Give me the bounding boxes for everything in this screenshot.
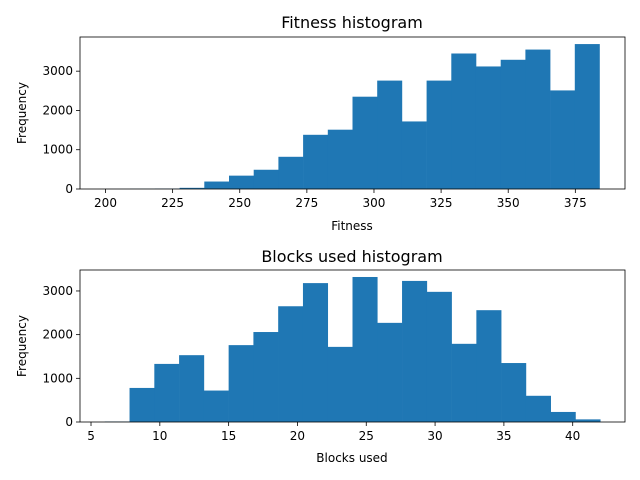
y-tick-label: 0: [65, 182, 73, 196]
histogram-bar: [525, 49, 551, 189]
histogram-bar: [154, 363, 180, 422]
x-axis-label: Blocks used: [316, 451, 387, 465]
y-tick-label: 1000: [42, 143, 73, 157]
histogram-bar: [476, 310, 502, 422]
histogram-bar: [253, 169, 279, 189]
y-tick-label: 1000: [42, 371, 73, 385]
x-axis-label: Fitness: [331, 219, 373, 233]
chart-title: Fitness histogram: [281, 13, 423, 32]
x-ticks: 200 225 250 275 300 325 350 375: [94, 189, 587, 210]
histogram-bar: [327, 129, 353, 189]
y-tick-label: 2000: [42, 103, 73, 117]
histogram-bar: [179, 187, 205, 189]
x-tick-label: 225: [161, 196, 184, 210]
x-tick-label: 350: [497, 196, 520, 210]
y-ticks: 0 1000 2000 3000: [42, 64, 80, 196]
x-tick-label: 250: [228, 196, 251, 210]
y-ticks: 0 1000 2000 3000: [42, 284, 80, 429]
histogram-bar: [179, 355, 205, 422]
histogram-bar: [352, 96, 378, 189]
histogram-bar: [402, 280, 428, 422]
x-tick-label: 200: [94, 196, 117, 210]
histogram-bar: [327, 346, 353, 422]
histogram-bar: [253, 332, 279, 422]
histogram-bar: [352, 276, 378, 422]
y-tick-label: 0: [65, 415, 73, 429]
histogram-bar: [278, 306, 304, 422]
y-tick-label: 2000: [42, 328, 73, 342]
x-tick-label: 375: [564, 196, 587, 210]
y-tick-label: 3000: [42, 284, 73, 298]
histogram-bar: [377, 80, 403, 189]
y-axis-label: Frequency: [15, 82, 29, 144]
histogram-bar: [229, 175, 255, 189]
x-tick-label: 35: [496, 429, 511, 443]
histogram-bar: [426, 291, 452, 422]
x-tick-label: 20: [290, 429, 305, 443]
histogram-bar: [574, 44, 600, 190]
x-tick-label: 30: [427, 429, 442, 443]
histogram-bar: [203, 390, 229, 422]
histogram-bar: [550, 90, 576, 189]
x-tick-label: 10: [152, 429, 167, 443]
histogram-bar: [302, 283, 329, 422]
histogram-bar: [401, 121, 427, 189]
histogram-bar: [377, 322, 403, 422]
histogram-bar: [426, 80, 452, 189]
x-tick-label: 15: [221, 429, 236, 443]
histogram-bar: [451, 53, 477, 189]
x-tick-label: 40: [565, 429, 580, 443]
x-ticks: 5 10 15 20 25 30 35 40: [87, 422, 580, 443]
histogram-bar: [500, 59, 526, 189]
x-tick-label: 300: [363, 196, 386, 210]
histogram-bar: [129, 387, 155, 422]
plot-frame: [79, 36, 626, 190]
histogram-bar: [550, 411, 576, 422]
x-tick-label: 25: [359, 429, 374, 443]
histogram-bar: [501, 363, 527, 422]
y-tick-label: 3000: [42, 64, 73, 78]
blocks-used-histogram-panel: Blocks used histogram 5 10 15 20 25 30 35 40 0 1…: [15, 247, 626, 465]
bars-group: [104, 276, 601, 422]
histogram-bar: [228, 345, 254, 422]
y-axis-label: Frequency: [15, 315, 29, 377]
x-tick-label: 325: [430, 196, 453, 210]
histogram-bar: [303, 134, 329, 189]
bars-group: [105, 44, 600, 190]
histogram-bar: [451, 343, 477, 422]
histogram-bar: [525, 395, 551, 422]
fitness-histogram-panel: Fitness histogram 200 225 250 275 300 325 350 3…: [15, 13, 626, 233]
chart-title: Blocks used histogram: [261, 247, 442, 266]
histogram-bar: [204, 181, 230, 189]
histogram-bar: [575, 419, 601, 422]
x-tick-label: 275: [295, 196, 318, 210]
plot-frame: [79, 269, 626, 423]
histogram-bar: [278, 156, 304, 189]
histogram-bar: [475, 66, 501, 189]
x-tick-label: 5: [87, 429, 95, 443]
